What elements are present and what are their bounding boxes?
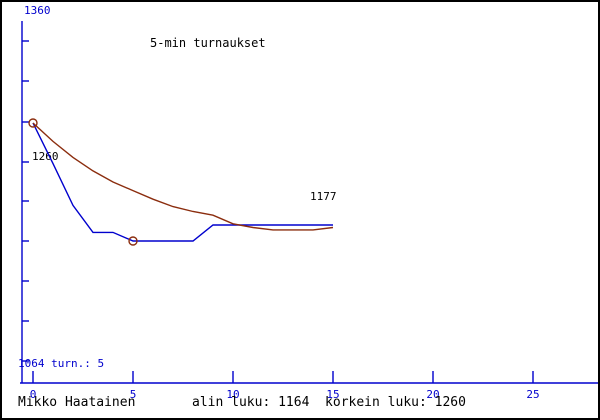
start-rating-annotation: 1260 — [32, 150, 59, 163]
x-tick-label: 15 — [326, 388, 340, 401]
footer-stats: alin luku: 1164 korkein luku: 1260 — [192, 395, 466, 410]
x-tick-label: 10 — [226, 388, 240, 401]
smoothed-rating-line — [32, 122, 334, 231]
x-tick-label: 5 — [129, 388, 137, 401]
player-name: Mikko Haatainen — [18, 395, 136, 410]
chart-title: 5-min turnaukset — [150, 36, 266, 50]
end-rating-annotation: 1177 — [310, 190, 337, 203]
lowest-rating-marker — [128, 236, 138, 246]
x-tick-label: 25 — [526, 388, 540, 401]
y-axis-max-label: 1360 — [24, 4, 51, 17]
rating-line — [32, 122, 333, 242]
y-axis-min-label: 1064 turn.: 5 — [18, 357, 105, 370]
x-tick-label: 20 — [426, 388, 440, 401]
highest-rating-marker — [28, 118, 38, 128]
x-tick-label: 0 — [29, 388, 37, 401]
